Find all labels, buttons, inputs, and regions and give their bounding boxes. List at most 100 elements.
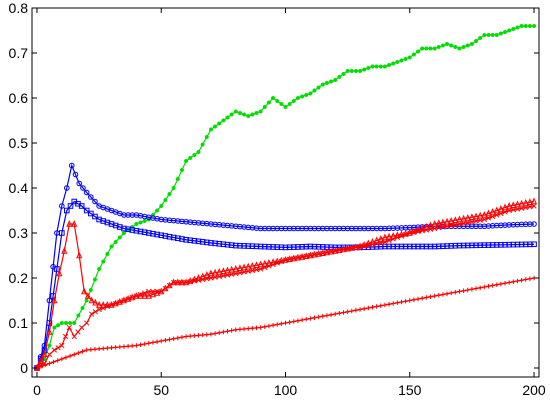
data-point: [78, 203, 85, 209]
data-point: [461, 288, 466, 294]
data-point: [291, 98, 296, 104]
x-tick-label: 50: [153, 382, 169, 398]
data-point: [46, 320, 53, 326]
data-point: [84, 320, 90, 326]
data-point: [366, 65, 371, 71]
data-point: [96, 306, 102, 313]
data-point: [88, 347, 94, 352]
data-point: [279, 101, 284, 107]
data-point: [287, 319, 292, 325]
data-point: [163, 197, 168, 203]
data-point: [502, 280, 508, 286]
data-point: [399, 58, 404, 63]
data-point: [481, 216, 487, 223]
data-point: [353, 244, 359, 250]
data-point: [59, 342, 65, 349]
data-point: [228, 265, 235, 273]
data-point: [167, 337, 172, 342]
data-point: [473, 286, 479, 291]
data-point: [129, 294, 135, 301]
data-point: [166, 282, 173, 289]
data-point: [497, 204, 504, 212]
data-point: [336, 247, 343, 253]
data-point: [428, 46, 433, 51]
data-point: [100, 305, 106, 311]
data-point: [200, 142, 205, 147]
data-point: [523, 204, 529, 211]
data-point: [253, 267, 260, 273]
data-point: [443, 217, 451, 225]
data-point: [291, 319, 297, 324]
data-point: [216, 267, 223, 275]
data-point: [109, 345, 114, 351]
data-point: [216, 273, 222, 280]
data-point: [212, 331, 218, 336]
data-point: [56, 269, 63, 277]
data-point: [134, 343, 139, 348]
data-point: [66, 219, 73, 227]
data-point: [71, 333, 77, 340]
data-point: [449, 43, 454, 48]
data-point: [104, 303, 111, 310]
data-point: [76, 313, 81, 318]
data-point: [472, 212, 480, 220]
data-point: [465, 219, 471, 226]
data-point: [337, 310, 342, 316]
data-point: [304, 92, 309, 98]
data-point: [506, 207, 512, 214]
data-point: [333, 77, 338, 83]
data-point: [175, 176, 180, 182]
data-point: [411, 229, 417, 235]
data-point: [59, 320, 64, 326]
data-point: [207, 269, 215, 277]
y-tick-label: 0.6: [9, 90, 29, 106]
data-point: [361, 243, 367, 249]
data-point: [266, 323, 272, 329]
data-point: [191, 278, 198, 284]
data-point: [407, 298, 413, 303]
data-point: [435, 219, 442, 227]
data-point: [328, 312, 334, 318]
data-point: [378, 303, 384, 309]
data-point: [287, 101, 292, 107]
data-point: [184, 158, 189, 164]
data-point: [432, 293, 437, 299]
data-point: [494, 32, 499, 38]
data-point: [494, 282, 500, 288]
data-point: [527, 276, 533, 282]
data-point: [515, 278, 520, 284]
data-point: [46, 351, 53, 358]
data-point: [299, 317, 305, 323]
data-point: [531, 241, 537, 248]
data-point: [490, 283, 495, 288]
data-point: [258, 109, 263, 114]
data-point: [295, 318, 301, 324]
data-point: [378, 64, 383, 69]
data-point: [158, 288, 164, 295]
data-point: [299, 254, 305, 260]
data-point: [344, 246, 351, 252]
data-point: [332, 248, 338, 254]
data-point: [188, 155, 193, 161]
data-point: [224, 266, 231, 274]
data-point: [515, 25, 520, 30]
data-point: [68, 320, 73, 326]
data-point: [477, 285, 483, 291]
data-point: [390, 301, 396, 306]
data-point: [71, 219, 78, 227]
data-point: [38, 364, 44, 369]
data-point: [179, 167, 184, 173]
data-point: [411, 52, 416, 57]
data-point: [283, 320, 288, 326]
data-point: [208, 331, 214, 337]
data-point: [510, 207, 516, 213]
data-point: [527, 204, 533, 210]
data-point: [229, 328, 234, 333]
data-point: [490, 32, 495, 38]
data-point: [274, 260, 280, 266]
data-point: [242, 112, 247, 117]
x-tick-label: 100: [274, 382, 298, 398]
data-point: [262, 104, 267, 110]
data-point: [291, 255, 297, 262]
data-point: [320, 250, 326, 256]
